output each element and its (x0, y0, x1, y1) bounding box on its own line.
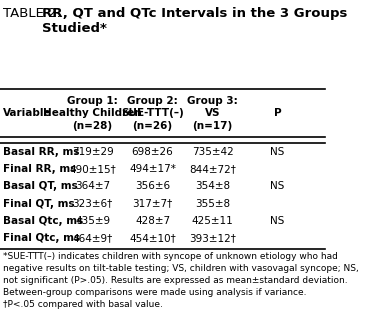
Text: Final Qtc, ms: Final Qtc, ms (3, 233, 80, 243)
Text: 323±6†: 323±6† (72, 199, 113, 208)
Text: P: P (274, 108, 281, 118)
Text: 425±11: 425±11 (192, 216, 234, 226)
Text: 317±7†: 317±7† (132, 199, 173, 208)
Text: Final RR, ms: Final RR, ms (3, 164, 77, 174)
Text: Group 2:
SUE-TTT(–)
(n=26): Group 2: SUE-TTT(–) (n=26) (121, 96, 184, 131)
Text: 428±7: 428±7 (135, 216, 170, 226)
Text: NS: NS (270, 216, 285, 226)
Text: 356±6: 356±6 (135, 181, 170, 192)
Text: *SUE-TTT(–) indicates children with syncope of unknown etiology who had
negative: *SUE-TTT(–) indicates children with sync… (3, 252, 359, 309)
Text: TABLE 2.: TABLE 2. (3, 7, 65, 20)
Text: NS: NS (270, 181, 285, 192)
Text: 364±7: 364±7 (75, 181, 110, 192)
Text: 454±10†: 454±10† (129, 233, 176, 243)
Text: 435±9: 435±9 (75, 216, 110, 226)
Text: 490±15†: 490±15† (69, 164, 116, 174)
Text: 844±72†: 844±72† (189, 164, 236, 174)
Text: 494±17*: 494±17* (129, 164, 176, 174)
Text: 355±8: 355±8 (195, 199, 230, 208)
Text: Basal RR, ms: Basal RR, ms (3, 147, 80, 157)
Text: 464±9†: 464±9† (72, 233, 113, 243)
Text: Basal Qtc, ms: Basal Qtc, ms (3, 216, 84, 226)
Text: Final QT, ms: Final QT, ms (3, 199, 75, 208)
Text: 735±42: 735±42 (192, 147, 234, 157)
Text: RR, QT and QTc Intervals in the 3 Groups
Studied*: RR, QT and QTc Intervals in the 3 Groups… (42, 7, 347, 35)
Text: NS: NS (270, 147, 285, 157)
Text: Group 3:
VS
(n=17): Group 3: VS (n=17) (187, 96, 238, 131)
Text: Variable: Variable (3, 108, 52, 118)
Text: 698±26: 698±26 (132, 147, 174, 157)
Text: Group 1:
Healthy Children
(n=28): Group 1: Healthy Children (n=28) (43, 96, 142, 131)
Text: 719±29: 719±29 (72, 147, 114, 157)
Text: 393±12†: 393±12† (189, 233, 236, 243)
Text: 354±8: 354±8 (195, 181, 230, 192)
Text: Basal QT, ms: Basal QT, ms (3, 181, 78, 192)
